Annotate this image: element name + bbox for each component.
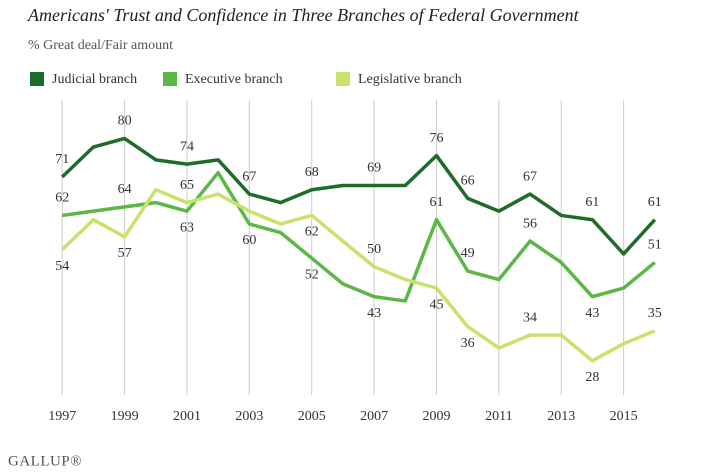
data-label: 36 — [461, 336, 475, 351]
data-label: 66 — [461, 174, 475, 189]
data-label: 71 — [55, 152, 69, 167]
data-label: 67 — [242, 169, 256, 184]
data-label: 60 — [242, 233, 256, 248]
data-label: 51 — [648, 238, 662, 253]
data-label: 65 — [180, 178, 194, 193]
data-label: 69 — [367, 161, 381, 176]
x-tick-label: 1997 — [48, 409, 76, 424]
x-tick-label: 2003 — [235, 409, 263, 424]
data-label: 49 — [461, 246, 475, 261]
x-tick-label: 2011 — [485, 409, 512, 424]
series-line — [60, 136, 657, 256]
x-tick-label: 2005 — [298, 409, 326, 424]
x-tick-label: 1999 — [111, 409, 139, 424]
data-label: 68 — [305, 165, 319, 180]
data-label: 76 — [429, 131, 443, 146]
legend-label: Executive branch — [185, 72, 283, 87]
series-line — [60, 188, 656, 363]
data-label: 54 — [55, 259, 69, 274]
data-label: 67 — [523, 169, 537, 184]
data-label: 62 — [305, 225, 319, 240]
data-label: 80 — [118, 114, 132, 129]
data-label: 50 — [367, 242, 381, 257]
legend-swatch — [30, 72, 44, 86]
source-logo: GALLUP® — [8, 453, 82, 469]
data-label: 57 — [118, 246, 132, 261]
data-label: 43 — [367, 306, 381, 321]
data-label: 35 — [648, 306, 662, 321]
data-label: 63 — [180, 220, 194, 235]
data-label: 61 — [648, 195, 662, 210]
data-label: 43 — [585, 306, 599, 321]
data-label: 61 — [429, 195, 443, 210]
x-tick-label: 2015 — [610, 409, 638, 424]
data-label: 28 — [585, 370, 599, 385]
data-label: 56 — [523, 216, 537, 231]
legend-swatch — [163, 72, 177, 86]
data-label: 45 — [429, 297, 443, 312]
series-line — [61, 170, 656, 303]
x-tick-label: 2013 — [547, 409, 575, 424]
data-label: 61 — [585, 195, 599, 210]
legend-label: Legislative branch — [358, 72, 462, 87]
data-label: 62 — [55, 191, 69, 206]
data-label: 64 — [118, 182, 132, 197]
x-tick-label: 2007 — [360, 409, 388, 424]
data-label: 74 — [180, 139, 194, 154]
legend-label: Judicial branch — [52, 72, 137, 87]
data-label: 52 — [305, 267, 319, 282]
chart-title: Americans' Trust and Confidence in Three… — [27, 5, 580, 25]
x-tick-label: 2001 — [173, 409, 201, 424]
x-tick-label: 2009 — [422, 409, 450, 424]
legend-swatch — [336, 72, 350, 86]
chart-subtitle: % Great deal/Fair amount — [28, 38, 173, 53]
data-label: 34 — [523, 310, 537, 325]
